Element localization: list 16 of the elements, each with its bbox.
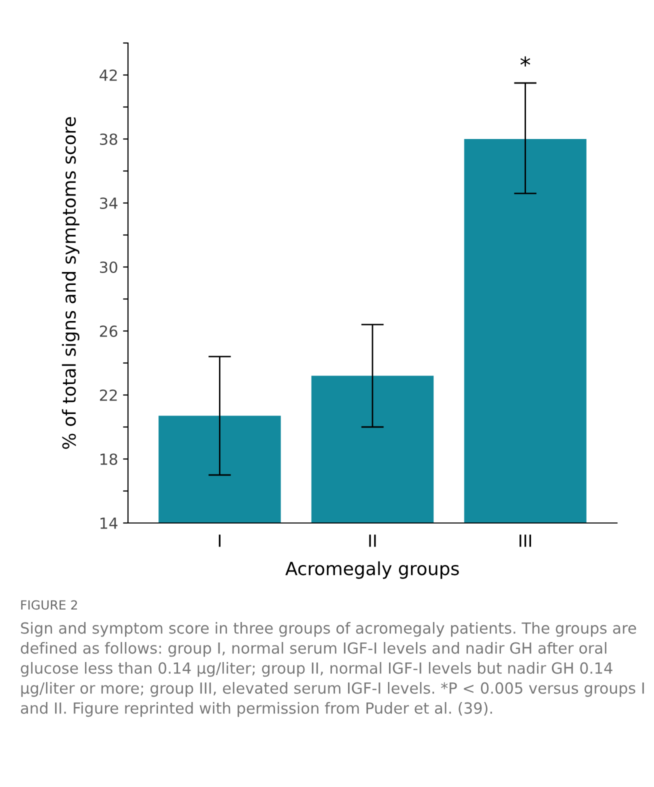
- x-tick-label: I: [218, 534, 221, 547]
- x-tick-label: II: [369, 534, 376, 547]
- text: Sign and symptom score in three groups of acromegaly patients. The groups are defined as follows: group I, normal serum IGF-I levels and nadir GH after oral glucose less than 0.14 µg/liter; group II, normal IGF-I levels but nadir GH 0.14 µg/liter or more; group III, elevated serum IGF-I levels. *P < 0.005 versus groups I and II. Figure reprinted with permission from Puder et al. (39).: [20, 622, 644, 717]
- y-tick-label: 26: [100, 325, 118, 338]
- x-axis-title: Acromegaly groups: [285, 561, 459, 579]
- y-tick-label: 18: [100, 453, 118, 466]
- x-tick-label: III: [520, 534, 532, 547]
- y-tick-label: 34: [100, 197, 118, 210]
- caption: FIGURE 2: [21, 600, 77, 610]
- y-tick-label: 22: [100, 389, 117, 401]
- y-tick-label: 42: [100, 69, 117, 81]
- y-tick-label: 30: [100, 261, 118, 274]
- annotation: *: [520, 56, 530, 66]
- y-axis-title: % of total signs and symptoms score: [62, 117, 80, 449]
- y-tick-label: 14: [100, 518, 118, 529]
- y-tick-label: 38: [100, 133, 118, 146]
